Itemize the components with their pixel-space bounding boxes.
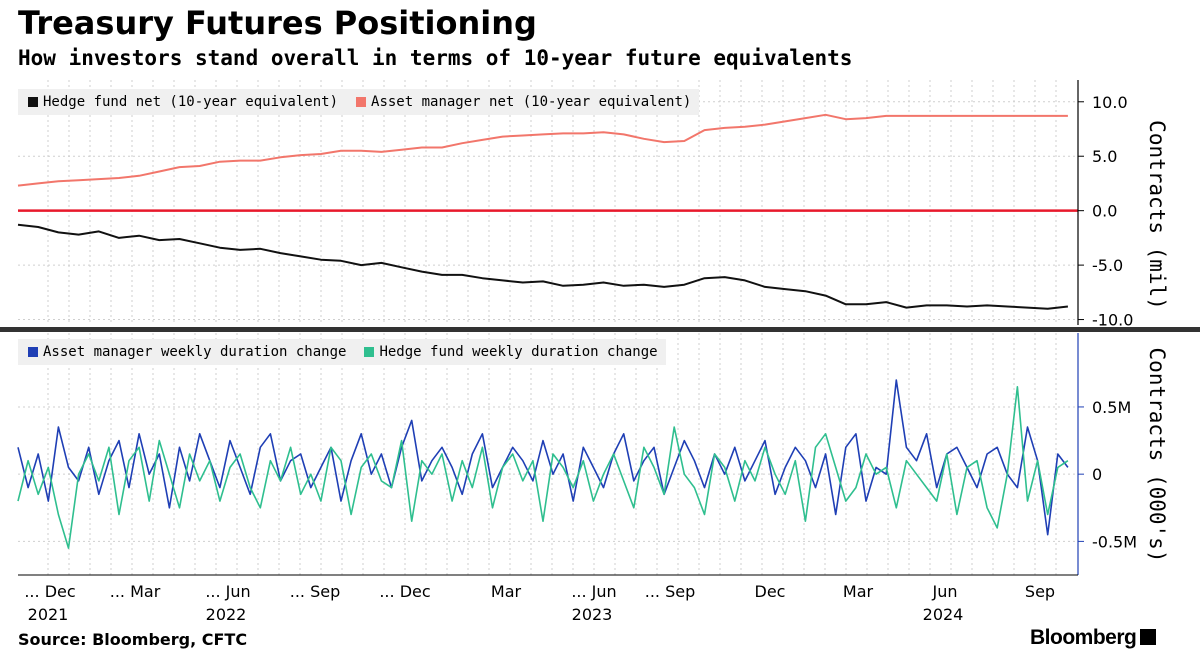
y-axis-title: Contracts (000's)	[1145, 348, 1169, 563]
bottom-legend: Asset manager weekly duration change Hed…	[18, 339, 666, 365]
y-tick-label: 0.5M	[1092, 398, 1131, 417]
x-tick-label: ... Dec	[379, 582, 430, 601]
chart-subtitle: How investors stand overall in terms of …	[18, 46, 853, 70]
legend-swatch-asset-manager-net	[356, 97, 367, 107]
x-year-label: 2024	[923, 605, 964, 624]
x-year-label: 2022	[206, 605, 247, 624]
legend-swatch-hedge-fund-net	[28, 97, 38, 107]
series-line-hedge-fund-net-10-year-equivalent-	[17, 223, 1069, 310]
x-axis-labels: ... Dec 2021 ... Mar ... Jun 2022 ... Sep ... …	[24, 582, 1055, 624]
chart-title: Treasury Futures Positioning	[18, 4, 537, 42]
bloomberg-mark-icon	[1140, 629, 1157, 645]
legend-swatch-asset-manager-weekly	[28, 347, 38, 357]
axes: 10.0 5.0 0.0 -5.0 -10.0 Contracts (mil) 0.5M 0 -…	[0, 80, 1200, 576]
x-year-label: 2023	[572, 605, 613, 624]
x-tick-label: Dec	[755, 582, 786, 601]
x-tick-label: ... Sep	[645, 582, 696, 601]
top-panel-series	[17, 113, 1069, 310]
x-tick-label: Mar	[843, 582, 874, 601]
legend-label-asset-manager-net: Asset manager net (10-year equivalent)	[371, 94, 692, 110]
legend-label-hedge-fund-weekly: Hedge fund weekly duration change	[379, 344, 658, 360]
x-year-label: 2021	[28, 605, 69, 624]
x-tick-label: ... Mar	[110, 582, 161, 601]
y-tick-label: 5.0	[1092, 147, 1117, 166]
bottom-panel-series	[17, 379, 1069, 549]
series-line-asset-manager-weekly-duration-change	[17, 379, 1069, 536]
y-tick-label: -0.5M	[1092, 532, 1137, 551]
x-tick-label: Sep	[1025, 582, 1055, 601]
y-tick-label: -5.0	[1092, 256, 1123, 275]
legend-item-asset-manager-weekly: Asset manager weekly duration change	[28, 344, 346, 360]
y-tick-label: 0.0	[1092, 202, 1117, 221]
y-tick-label: 0	[1092, 465, 1102, 484]
series-line-asset-manager-net-10-year-equivalent-	[17, 113, 1068, 187]
source-note: Source: Bloomberg, CFTC	[18, 630, 248, 649]
x-tick-label: ... Sep	[290, 582, 341, 601]
x-tick-label: ... Jun	[205, 582, 250, 601]
y-axis-title: Contracts (mil)	[1145, 120, 1169, 310]
y-tick-label: 10.0	[1092, 93, 1128, 112]
legend-item-hedge-fund-net: Hedge fund net (10-year equivalent)	[28, 94, 338, 110]
legend-label-asset-manager-weekly: Asset manager weekly duration change	[43, 344, 347, 360]
x-tick-label: Jun	[932, 582, 958, 601]
brand-text: Bloomberg	[1030, 626, 1137, 649]
legend-item-asset-manager-net: Asset manager net (10-year equivalent)	[356, 94, 691, 110]
x-tick-label: Mar	[491, 582, 522, 601]
bottom-panel-grid	[18, 333, 1078, 575]
series-line-hedge-fund-weekly-duration-change	[17, 385, 1069, 549]
top-legend: Hedge fund net (10-year equivalent) Asse…	[18, 89, 700, 115]
legend-label-hedge-fund-net: Hedge fund net (10-year equivalent)	[43, 94, 339, 110]
legend-item-hedge-fund-weekly: Hedge fund weekly duration change	[364, 344, 658, 360]
bloomberg-logo: Bloomberg	[1030, 626, 1157, 650]
x-tick-label: ... Dec	[24, 582, 75, 601]
x-tick-label: ... Jun	[571, 582, 616, 601]
y-tick-label: -10.0	[1092, 311, 1133, 330]
panel-divider	[0, 327, 1200, 332]
legend-swatch-hedge-fund-weekly	[364, 347, 375, 357]
